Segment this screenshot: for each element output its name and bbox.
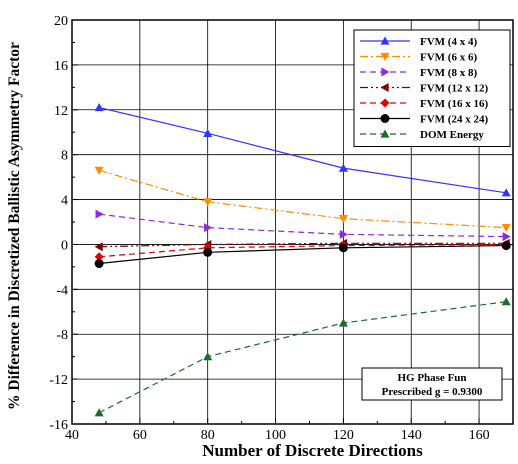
y-tick-label: 8 bbox=[61, 149, 68, 164]
y-tick-label: 20 bbox=[54, 14, 68, 29]
x-tick-label: 140 bbox=[401, 428, 422, 443]
legend-label: DOM Energy bbox=[420, 129, 484, 141]
data-point bbox=[94, 259, 104, 269]
series-line bbox=[99, 243, 507, 258]
data-point bbox=[339, 229, 348, 239]
x-tick-label: 60 bbox=[133, 428, 147, 443]
series-1 bbox=[94, 166, 511, 233]
y-tick-label: -16 bbox=[49, 418, 68, 433]
ticks: 40 60 80 100 120 140 160 -16 -12 -8 -4 0 4 8 12 16 20 bbox=[49, 14, 489, 443]
data-point bbox=[502, 232, 511, 242]
series-line bbox=[98, 106, 507, 194]
data-point bbox=[501, 241, 511, 251]
data-point bbox=[94, 166, 104, 175]
x-tick-label: 100 bbox=[265, 428, 286, 443]
legend-marker bbox=[380, 98, 390, 108]
data-point bbox=[501, 297, 511, 306]
data-point bbox=[203, 128, 213, 137]
y-tick-label: 0 bbox=[61, 238, 68, 253]
annotation-line: HG Phase Fun bbox=[397, 372, 466, 384]
series-line bbox=[99, 242, 507, 248]
y-tick-label: 4 bbox=[61, 194, 68, 209]
legend-label: FVM (12 x 12) bbox=[420, 83, 488, 95]
annotation-frame bbox=[361, 367, 503, 401]
annotation-line: Prescribed g = 0.9300 bbox=[382, 386, 483, 398]
legend-label: FVM (16 x 16) bbox=[420, 98, 488, 110]
series-2 bbox=[95, 209, 511, 242]
x-tick-label: 120 bbox=[333, 428, 354, 443]
y-tick-label: -8 bbox=[56, 328, 68, 343]
annotation-box: HG Phase Fun Prescribed g = 0.9300 bbox=[361, 367, 503, 401]
y-axis-title: % Difference in Discretized Ballistic As… bbox=[6, 42, 23, 410]
data-point bbox=[94, 103, 104, 112]
series-line bbox=[98, 169, 507, 229]
y-tick-label: -4 bbox=[56, 283, 68, 298]
series-line bbox=[98, 301, 507, 414]
data-point bbox=[501, 224, 511, 233]
legend-marker bbox=[380, 129, 390, 138]
series-line bbox=[99, 213, 507, 238]
data-point bbox=[338, 318, 348, 327]
series-line bbox=[99, 244, 507, 265]
legend-marker bbox=[380, 114, 390, 123]
legend-marker bbox=[380, 52, 390, 61]
data-point bbox=[203, 247, 213, 257]
x-axis-title: Number of Discrete Directions bbox=[202, 441, 423, 460]
data-point bbox=[338, 163, 348, 172]
legend-label: FVM (8 x 8) bbox=[420, 67, 477, 79]
data-point bbox=[94, 242, 103, 252]
y-tick-label: 12 bbox=[54, 104, 68, 119]
x-tick-label: 80 bbox=[201, 428, 215, 443]
legend-marker bbox=[380, 36, 390, 45]
y-tick-label: -12 bbox=[49, 373, 68, 388]
legend-frame bbox=[353, 29, 511, 147]
legend-label: FVM (4 x 4) bbox=[420, 36, 477, 48]
data-point bbox=[203, 352, 213, 361]
data-point bbox=[94, 252, 104, 262]
data-point bbox=[204, 223, 213, 233]
data-point bbox=[94, 408, 104, 417]
data-point bbox=[95, 209, 104, 219]
series-6 bbox=[94, 297, 511, 417]
series-0 bbox=[94, 103, 511, 197]
legend-label: FVM (6 x 6) bbox=[420, 52, 477, 64]
x-tick-label: 40 bbox=[65, 428, 79, 443]
data-point bbox=[338, 243, 348, 253]
data-point bbox=[501, 188, 511, 197]
y-tick-label: 16 bbox=[54, 59, 68, 74]
legend-label: FVM (24 x 24) bbox=[420, 114, 488, 126]
legend-marker bbox=[381, 67, 390, 77]
x-tick-label: 160 bbox=[469, 428, 490, 443]
data-point bbox=[338, 215, 348, 224]
data-point bbox=[203, 198, 213, 207]
series-layer bbox=[94, 103, 511, 417]
legend-marker bbox=[380, 83, 389, 92]
legend: FVM (4 x 4) FVM (6 x 6) FVM (8 x 8) FVM (12… bbox=[353, 29, 511, 147]
series-5 bbox=[94, 241, 511, 269]
